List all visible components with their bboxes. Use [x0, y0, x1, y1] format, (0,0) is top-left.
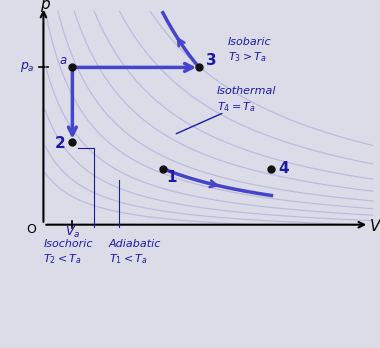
Text: V: V — [369, 220, 380, 235]
Text: 2: 2 — [54, 136, 65, 151]
Text: Adiabatic: Adiabatic — [109, 239, 161, 249]
Text: $T_4 = T_a$: $T_4 = T_a$ — [217, 100, 256, 114]
Text: Isothermal: Isothermal — [217, 86, 277, 96]
Text: O: O — [26, 223, 36, 236]
Text: Isochoric: Isochoric — [43, 239, 93, 249]
Text: $p_a$: $p_a$ — [20, 61, 35, 74]
Text: p: p — [40, 0, 49, 12]
Text: Isobaric: Isobaric — [228, 37, 272, 47]
Text: $T_2 < T_a$: $T_2 < T_a$ — [43, 252, 82, 266]
Text: 1: 1 — [166, 170, 177, 185]
Text: $V_a$: $V_a$ — [65, 225, 80, 240]
Text: $T_3 > T_a$: $T_3 > T_a$ — [228, 51, 267, 64]
Text: 3: 3 — [206, 53, 217, 68]
Text: a: a — [60, 54, 67, 67]
Text: 4: 4 — [279, 161, 289, 176]
Text: $T_1 < T_a$: $T_1 < T_a$ — [109, 252, 147, 266]
